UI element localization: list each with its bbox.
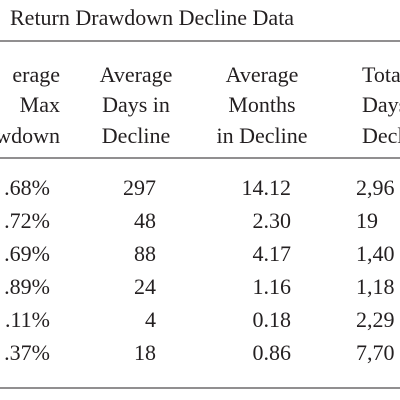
table-cell: 18 [134, 340, 156, 365]
header-cell: Days in [102, 92, 170, 117]
header-cell: Days [362, 92, 400, 117]
header-cell: Months [228, 92, 295, 117]
header-cell: Average [100, 62, 173, 87]
table-cell: .69% [4, 241, 50, 266]
table-cell: 19 [356, 208, 378, 233]
table-cell: 0.86 [253, 340, 292, 365]
table-cell: 4.17 [253, 241, 292, 266]
table-cell: 1.16 [253, 274, 292, 299]
table-cell: .72% [4, 208, 50, 233]
table-cell: .68% [4, 175, 50, 200]
header-cell: Decli [362, 123, 400, 148]
header-cell: Tota [362, 62, 400, 87]
header-cell: in Decline [216, 123, 307, 148]
table-title: Return Drawdown Decline Data [10, 5, 294, 30]
header-cell: erage [12, 62, 60, 87]
table-cell: 2,29 [356, 307, 395, 332]
table-cell: 24 [134, 274, 156, 299]
table-cell: 4 [145, 307, 156, 332]
header-cell: Decline [102, 123, 170, 148]
table-cell: 7,70 [356, 340, 395, 365]
table-cell: 297 [123, 175, 156, 200]
table-cell: 2.30 [253, 208, 292, 233]
table-cell: 2,96 [356, 175, 395, 200]
table-cell: 1,18 [356, 274, 395, 299]
table-cell: 48 [134, 208, 156, 233]
table-cell: 0.18 [253, 307, 292, 332]
header-cell: Max [20, 92, 60, 117]
table-cell: .89% [4, 274, 50, 299]
header-cell: Average [226, 62, 299, 87]
table-cell: 14.12 [242, 175, 292, 200]
table-cell: 1,40 [356, 241, 395, 266]
table-cell: 88 [134, 241, 156, 266]
header-cell: rawdown [0, 123, 60, 148]
table-cell: .37% [4, 340, 50, 365]
table-cell: .11% [5, 307, 50, 332]
